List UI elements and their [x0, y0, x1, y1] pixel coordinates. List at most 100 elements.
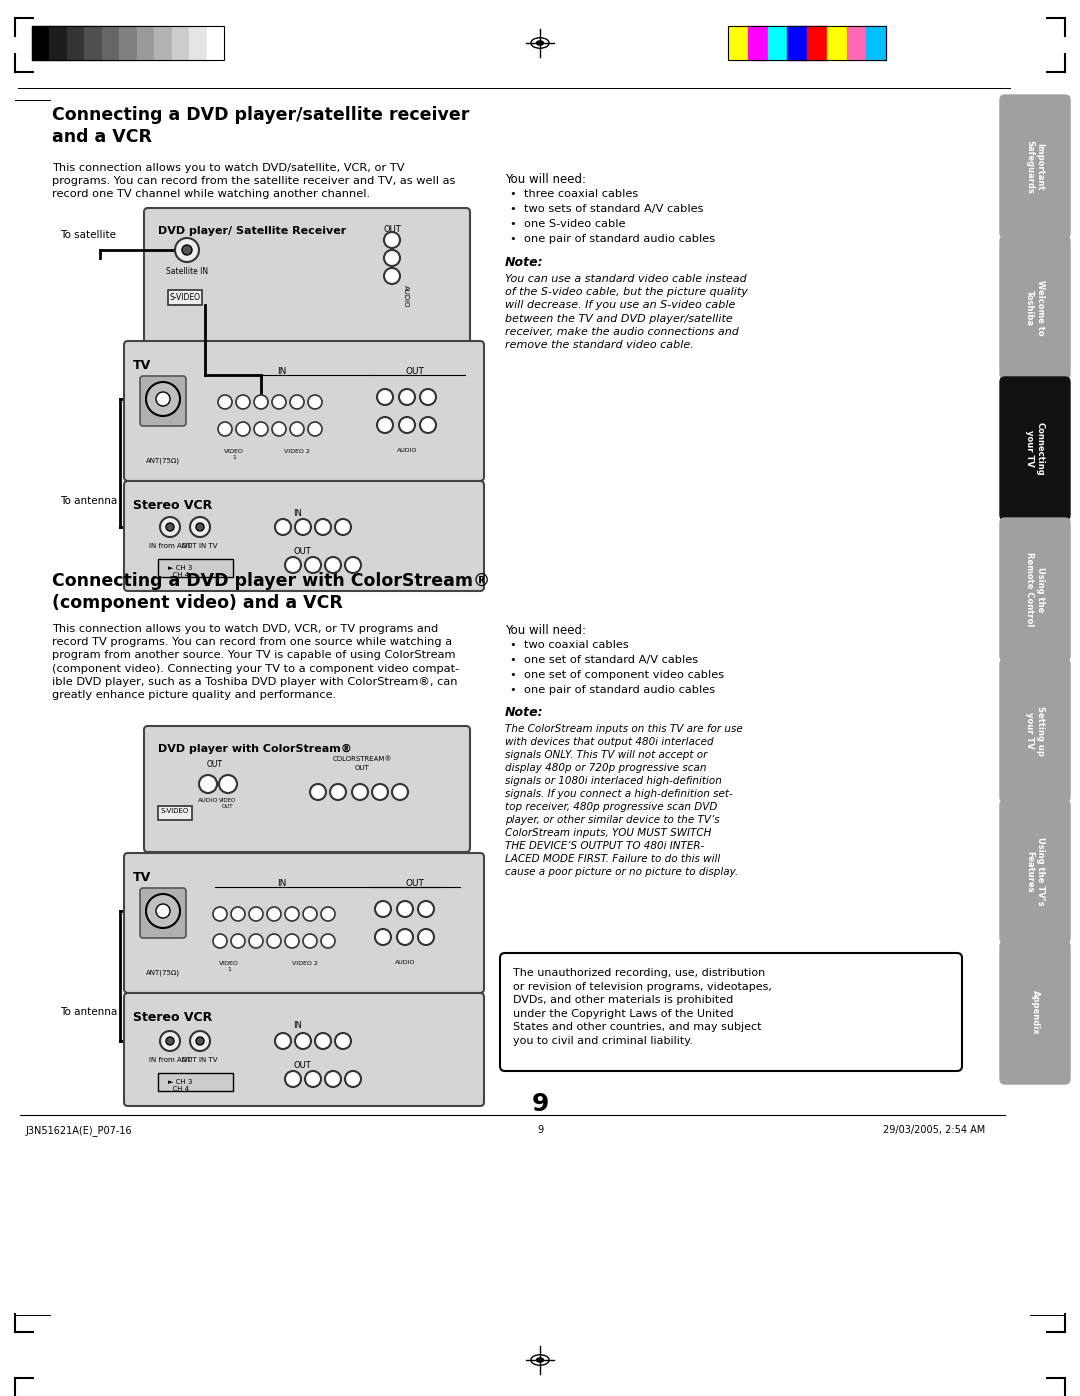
- FancyBboxPatch shape: [140, 888, 186, 938]
- Circle shape: [384, 250, 400, 267]
- Bar: [67, 27, 84, 60]
- FancyBboxPatch shape: [144, 726, 470, 852]
- Text: IN: IN: [278, 367, 286, 376]
- Text: OUT IN TV: OUT IN TV: [183, 1057, 218, 1062]
- Bar: [84, 27, 102, 60]
- Text: OUT: OUT: [207, 759, 222, 769]
- Circle shape: [285, 1071, 301, 1087]
- Text: Stereo VCR: Stereo VCR: [133, 498, 213, 512]
- Bar: [32, 27, 224, 60]
- Text: To antenna: To antenna: [60, 1007, 118, 1018]
- Text: OUT: OUT: [406, 367, 424, 376]
- Text: •  one pair of standard audio cables: • one pair of standard audio cables: [510, 235, 715, 244]
- Circle shape: [303, 907, 318, 921]
- Bar: [206, 27, 224, 60]
- Circle shape: [237, 395, 249, 409]
- Circle shape: [375, 928, 391, 945]
- Text: •  one pair of standard audio cables: • one pair of standard audio cables: [510, 685, 715, 695]
- FancyBboxPatch shape: [500, 953, 962, 1071]
- Circle shape: [420, 389, 436, 405]
- Circle shape: [345, 557, 361, 572]
- Text: AUDIO: AUDIO: [403, 285, 409, 307]
- Ellipse shape: [537, 40, 543, 45]
- Text: VIDEO 2: VIDEO 2: [292, 960, 318, 966]
- Bar: [158, 558, 233, 577]
- Bar: [747, 27, 768, 60]
- Circle shape: [310, 785, 326, 800]
- Circle shape: [321, 907, 335, 921]
- Text: Important
Safeguards: Important Safeguards: [1025, 140, 1044, 194]
- Text: Welcome to
Toshiba: Welcome to Toshiba: [1025, 279, 1044, 335]
- Text: Stereo VCR: Stereo VCR: [133, 1011, 213, 1025]
- Text: VIDEO
1: VIDEO 1: [219, 960, 239, 972]
- Circle shape: [303, 934, 318, 948]
- Circle shape: [146, 893, 180, 928]
- Text: You will need:: You will need:: [505, 173, 586, 186]
- FancyBboxPatch shape: [124, 482, 484, 591]
- FancyBboxPatch shape: [124, 853, 484, 993]
- Text: OUT: OUT: [383, 225, 401, 235]
- Circle shape: [392, 785, 408, 800]
- Text: ► CH 3: ► CH 3: [168, 565, 192, 571]
- FancyBboxPatch shape: [1000, 800, 1070, 944]
- Text: IN from ANT: IN from ANT: [149, 1057, 191, 1062]
- Circle shape: [190, 517, 210, 537]
- Circle shape: [285, 907, 299, 921]
- Circle shape: [305, 557, 321, 572]
- Circle shape: [213, 907, 227, 921]
- Text: ► CH 3: ► CH 3: [168, 1079, 192, 1085]
- Text: OUT: OUT: [293, 547, 311, 556]
- FancyBboxPatch shape: [1000, 377, 1070, 519]
- Text: TV: TV: [133, 871, 151, 884]
- Circle shape: [315, 519, 330, 535]
- Circle shape: [237, 422, 249, 436]
- Text: •  one set of component video cables: • one set of component video cables: [510, 670, 724, 680]
- Text: Satellite IN: Satellite IN: [166, 267, 208, 276]
- Text: ANT(75Ω): ANT(75Ω): [146, 456, 180, 463]
- Text: •  two coaxial cables: • two coaxial cables: [510, 639, 629, 651]
- Text: •  one S-video cable: • one S-video cable: [510, 219, 625, 229]
- Circle shape: [352, 785, 368, 800]
- Text: AUDIO: AUDIO: [198, 799, 218, 803]
- Text: Setting up
your TV: Setting up your TV: [1025, 705, 1044, 755]
- Text: CH 4: CH 4: [168, 1086, 189, 1092]
- Text: DVD player/ Satellite Receiver: DVD player/ Satellite Receiver: [158, 226, 347, 236]
- Circle shape: [160, 517, 180, 537]
- Text: The unauthorized recording, use, distribution
or revision of television programs: The unauthorized recording, use, distrib…: [513, 967, 772, 1046]
- Text: VIDEO
OUT: VIDEO OUT: [219, 799, 237, 808]
- Bar: [866, 27, 886, 60]
- FancyBboxPatch shape: [140, 376, 186, 426]
- Bar: [50, 27, 67, 60]
- Bar: [168, 290, 202, 304]
- Text: VIDEO 2: VIDEO 2: [284, 450, 310, 454]
- Circle shape: [199, 775, 217, 793]
- Circle shape: [231, 934, 245, 948]
- Circle shape: [399, 389, 415, 405]
- Text: •  two sets of standard A/V cables: • two sets of standard A/V cables: [510, 204, 703, 214]
- Bar: [172, 27, 189, 60]
- Circle shape: [267, 907, 281, 921]
- Text: You can use a standard video cable instead
of the S-video cable, but the picture: You can use a standard video cable inste…: [505, 274, 747, 350]
- Text: 29/03/2005, 2:54 AM: 29/03/2005, 2:54 AM: [882, 1125, 985, 1135]
- Circle shape: [156, 905, 170, 919]
- Text: You will need:: You will need:: [505, 624, 586, 637]
- Text: IN from ANT: IN from ANT: [149, 543, 191, 549]
- Circle shape: [160, 1032, 180, 1051]
- Circle shape: [183, 246, 192, 255]
- Circle shape: [321, 934, 335, 948]
- Circle shape: [384, 232, 400, 248]
- Circle shape: [267, 934, 281, 948]
- Circle shape: [375, 900, 391, 917]
- Text: •  one set of standard A/V cables: • one set of standard A/V cables: [510, 655, 698, 664]
- Bar: [119, 27, 137, 60]
- Text: Note:: Note:: [505, 706, 543, 719]
- FancyBboxPatch shape: [1000, 941, 1070, 1085]
- Bar: [728, 27, 747, 60]
- Circle shape: [295, 519, 311, 535]
- Text: J3N51621A(E)_P07-16: J3N51621A(E)_P07-16: [25, 1125, 132, 1136]
- Circle shape: [254, 395, 268, 409]
- Circle shape: [325, 557, 341, 572]
- Circle shape: [330, 785, 346, 800]
- Circle shape: [249, 907, 264, 921]
- Text: Connecting
your TV: Connecting your TV: [1025, 422, 1044, 476]
